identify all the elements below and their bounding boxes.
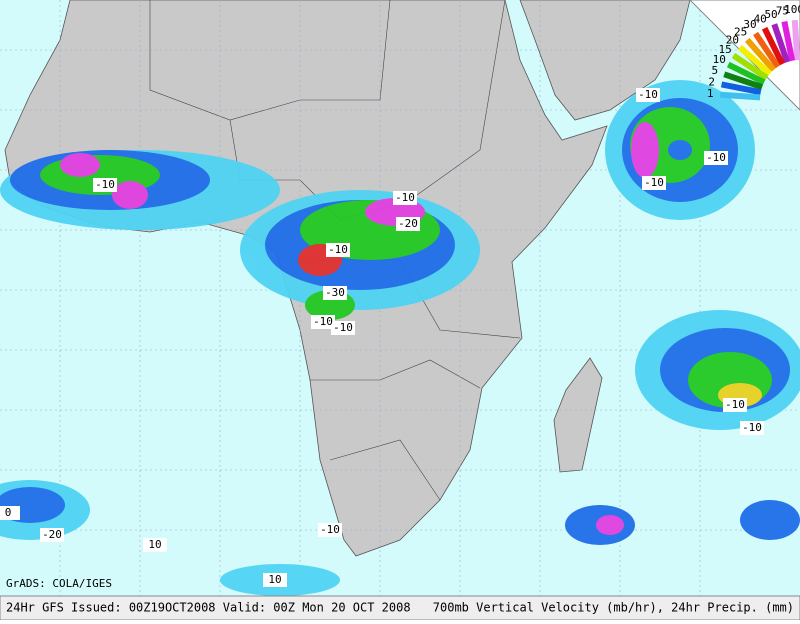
footer-bar <box>0 595 800 621</box>
contour-label: -30 <box>325 286 345 299</box>
contour-label: 10 <box>268 573 281 586</box>
contour-label-bg <box>0 506 20 520</box>
legend-label: 1 <box>707 87 714 100</box>
legend-label: 100 <box>784 3 800 16</box>
footer-left: 24Hr GFS Issued: 00Z19OCT2008 Valid: 00Z… <box>6 601 411 615</box>
contour-label: -10 <box>644 176 664 189</box>
contour-label: -20 <box>398 217 418 230</box>
contour-label: -10 <box>706 151 726 164</box>
legend-swatch <box>731 53 769 81</box>
contour-label: -10 <box>742 421 762 434</box>
legend-label: 20 <box>726 34 739 47</box>
contour-label-bg <box>723 398 747 412</box>
contour-label-bg <box>318 523 342 537</box>
legend-swatch <box>771 23 790 64</box>
contour-label: -10 <box>95 178 115 191</box>
legend-swatch <box>723 71 764 90</box>
legend-swatch <box>781 20 796 62</box>
contour-label-bg <box>740 421 764 435</box>
legend-label: 40 <box>754 12 767 25</box>
legend-swatch <box>719 91 761 101</box>
contour-label: 0 <box>5 506 12 519</box>
legend-swatch <box>726 61 766 85</box>
contour-label-bg <box>396 217 420 231</box>
contour-label-bg <box>636 88 660 102</box>
legend-label: 25 <box>734 25 747 38</box>
legend: 1007550403025201510521 <box>689 0 800 111</box>
legend-label: 2 <box>708 75 715 88</box>
footer-right: 700mb Vertical Velocity (mb/hr), 24hr Pr… <box>433 601 794 615</box>
contour-label-bg <box>311 315 335 329</box>
contour-labels: -10-10-20-10-30-10-10-10-10-10-10-10-200… <box>0 88 764 587</box>
legend-swatch <box>720 81 762 96</box>
contour-label: 10 <box>148 538 161 551</box>
legend-label: 75 <box>776 5 789 18</box>
contour-label: -20 <box>42 528 62 541</box>
contour-label: -10 <box>328 243 348 256</box>
contour-label-bg <box>642 176 666 190</box>
legend-label: 30 <box>743 18 756 31</box>
contour-label-bg <box>331 321 355 335</box>
legend-swatch <box>737 44 772 76</box>
contour-label: -10 <box>395 191 415 204</box>
contour-label-bg <box>323 286 347 300</box>
legend-label: 15 <box>719 43 732 56</box>
contour-label: -10 <box>320 523 340 536</box>
legend-swatch <box>791 19 800 61</box>
contour-label-bg <box>393 191 417 205</box>
contour-label: -10 <box>313 315 333 328</box>
legend-label: 50 <box>764 8 777 21</box>
legend-label: 10 <box>713 53 726 66</box>
contour-label-bg <box>326 243 350 257</box>
legend-swatch <box>744 37 776 72</box>
legend-label: 5 <box>711 64 718 77</box>
contour-label-bg <box>143 538 167 552</box>
credit: GrADS: COLA/IGES <box>6 577 112 590</box>
contour-label-bg <box>263 573 287 587</box>
contour-label: -10 <box>725 398 745 411</box>
contour-label-bg <box>704 151 728 165</box>
contour-label-bg <box>93 178 117 192</box>
contour-label: -10 <box>638 88 658 101</box>
legend-swatch <box>761 26 785 66</box>
contour-label: -10 <box>333 321 353 334</box>
legend-swatch <box>753 31 781 69</box>
contour-label-bg <box>40 528 64 542</box>
